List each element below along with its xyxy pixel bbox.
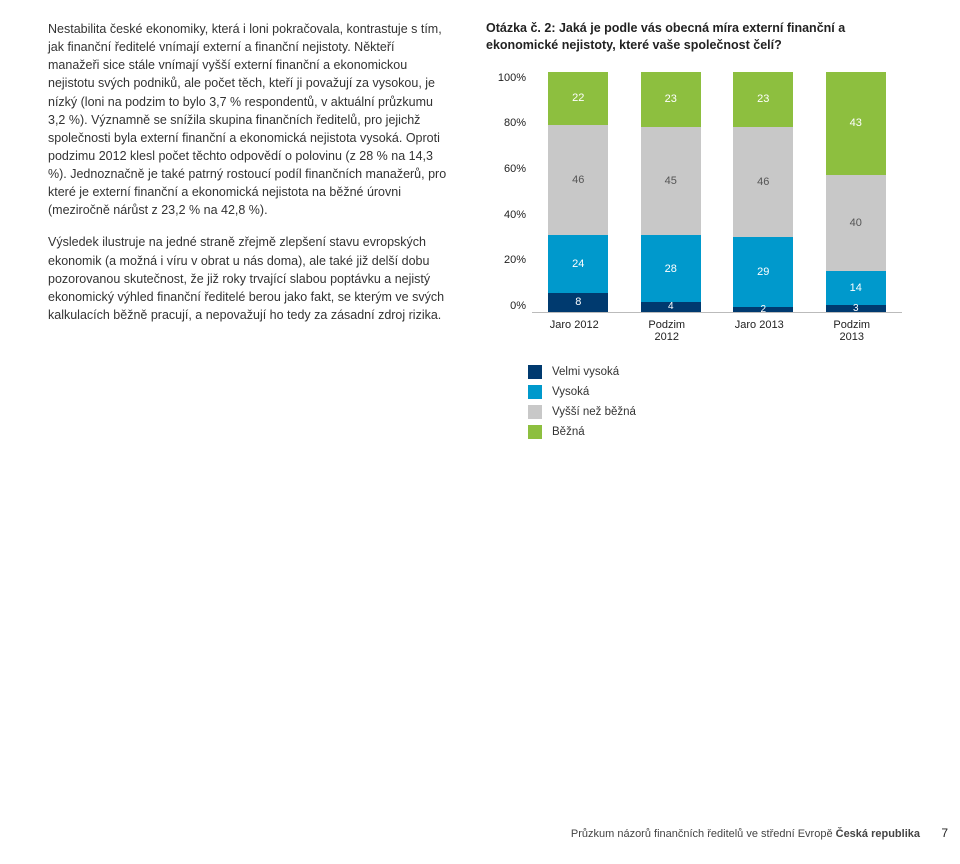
bar-segment-vyssi_nez_bezna: 46	[733, 127, 793, 237]
legend-label: Běžná	[552, 426, 585, 438]
y-tick-label: 40%	[490, 209, 526, 221]
y-tick-label: 100%	[490, 72, 526, 84]
page-footer: Průzkum názorů finančních ředitelů ve st…	[571, 828, 920, 840]
legend-swatch	[528, 405, 542, 419]
x-tick-label: Jaro 2012	[544, 319, 604, 343]
bar-segment-vysoka: 14	[826, 271, 886, 305]
bar-segment-vyssi_nez_bezna: 46	[548, 125, 608, 235]
paragraph-2: Výsledek ilustruje na jedné straně zřejm…	[48, 233, 448, 324]
bar-column: 2294623	[733, 72, 793, 312]
y-tick-label: 80%	[490, 117, 526, 129]
legend-label: Velmi vysoká	[552, 366, 619, 378]
bar-segment-vysoka: 29	[733, 237, 793, 307]
legend-label: Vysoká	[552, 386, 589, 398]
y-tick-label: 20%	[490, 254, 526, 266]
y-tick-label: 0%	[490, 300, 526, 312]
bar-segment-bezna: 43	[826, 72, 886, 175]
plot-area: 8244622428452322946233144043	[532, 72, 902, 313]
bar-segment-vysoka: 24	[548, 235, 608, 293]
legend-swatch	[528, 365, 542, 379]
bar-segment-velmi_vysoka: 8	[548, 293, 608, 312]
x-tick-label: Podzim 2012	[637, 319, 697, 343]
bar-segment-vysoka: 28	[641, 235, 701, 302]
y-tick-label: 60%	[490, 163, 526, 175]
paragraph-1: Nestabilita české ekonomiky, která i lon…	[48, 20, 448, 219]
legend-swatch	[528, 425, 542, 439]
footer-text: Průzkum názorů finančních ředitelů ve st…	[571, 828, 836, 840]
body-text-column: Nestabilita české ekonomiky, která i lon…	[48, 20, 448, 445]
legend: Velmi vysoká Vysoká Vyšší než běžná Běžná	[528, 365, 920, 439]
legend-label: Vyšší než běžná	[552, 406, 636, 418]
chart-title: Otázka č. 2: Jaká je podle vás obecná mí…	[486, 20, 920, 54]
legend-item: Vyšší než běžná	[528, 405, 920, 419]
report-page: Nestabilita české ekonomiky, která i lon…	[0, 0, 960, 864]
bar-segment-velmi_vysoka: 4	[641, 302, 701, 312]
x-tick-label: Jaro 2013	[729, 319, 789, 343]
stacked-bar-chart: 100%80%60%40%20%0% 824462242845232294623…	[490, 72, 920, 313]
bars-container: 8244622428452322946233144043	[532, 72, 902, 312]
legend-item: Běžná	[528, 425, 920, 439]
chart-column: Otázka č. 2: Jaká je podle vás obecná mí…	[486, 20, 920, 445]
footer-text-bold: Česká republika	[836, 828, 920, 840]
legend-swatch	[528, 385, 542, 399]
bar-segment-bezna: 22	[548, 72, 608, 125]
bar-column: 3144043	[826, 72, 886, 312]
bar-segment-bezna: 23	[641, 72, 701, 127]
legend-item: Velmi vysoká	[528, 365, 920, 379]
x-axis: Jaro 2012 Podzim 2012 Jaro 2013 Podzim 2013	[528, 319, 898, 343]
y-axis: 100% 80% 60% 40% 20% 0%	[490, 72, 526, 312]
bar-segment-vyssi_nez_bezna: 45	[641, 127, 701, 235]
legend-item: Vysoká	[528, 385, 920, 399]
bar-segment-bezna: 23	[733, 72, 793, 127]
x-tick-label: Podzim 2013	[822, 319, 882, 343]
bar-segment-velmi_vysoka: 3	[826, 305, 886, 312]
two-column-layout: Nestabilita české ekonomiky, která i lon…	[48, 20, 920, 445]
bar-segment-velmi_vysoka: 2	[733, 307, 793, 312]
bar-segment-vyssi_nez_bezna: 40	[826, 175, 886, 271]
bar-column: 4284523	[641, 72, 701, 312]
page-number: 7	[941, 826, 948, 840]
bar-column: 8244622	[548, 72, 608, 312]
